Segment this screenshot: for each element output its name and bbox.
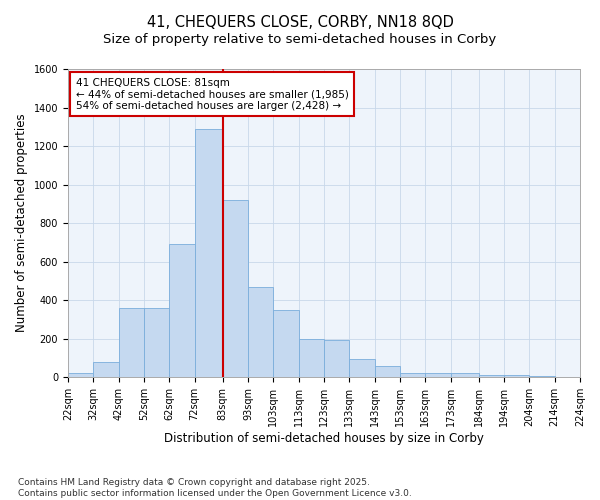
Bar — [119, 308, 144, 378]
Bar — [400, 372, 425, 378]
Bar — [479, 376, 504, 378]
Bar — [425, 374, 451, 378]
Bar — [144, 308, 169, 378]
Bar — [451, 374, 479, 378]
Bar — [299, 339, 324, 378]
Bar — [504, 376, 529, 378]
Bar — [68, 372, 93, 378]
Bar — [554, 377, 580, 378]
Text: Size of property relative to semi-detached houses in Corby: Size of property relative to semi-detach… — [103, 32, 497, 46]
X-axis label: Distribution of semi-detached houses by size in Corby: Distribution of semi-detached houses by … — [164, 432, 484, 445]
Text: 41, CHEQUERS CLOSE, CORBY, NN18 8QD: 41, CHEQUERS CLOSE, CORBY, NN18 8QD — [146, 15, 454, 30]
Y-axis label: Number of semi-detached properties: Number of semi-detached properties — [15, 114, 28, 332]
Bar — [529, 376, 554, 378]
Bar — [349, 359, 374, 378]
Bar — [248, 287, 273, 378]
Bar — [169, 244, 194, 378]
Bar — [194, 128, 223, 378]
Text: Contains HM Land Registry data © Crown copyright and database right 2025.
Contai: Contains HM Land Registry data © Crown c… — [18, 478, 412, 498]
Bar — [223, 200, 248, 378]
Bar — [93, 362, 119, 378]
Bar — [273, 310, 299, 378]
Bar — [324, 340, 349, 378]
Text: 41 CHEQUERS CLOSE: 81sqm
← 44% of semi-detached houses are smaller (1,985)
54% o: 41 CHEQUERS CLOSE: 81sqm ← 44% of semi-d… — [76, 78, 349, 111]
Bar — [374, 366, 400, 378]
